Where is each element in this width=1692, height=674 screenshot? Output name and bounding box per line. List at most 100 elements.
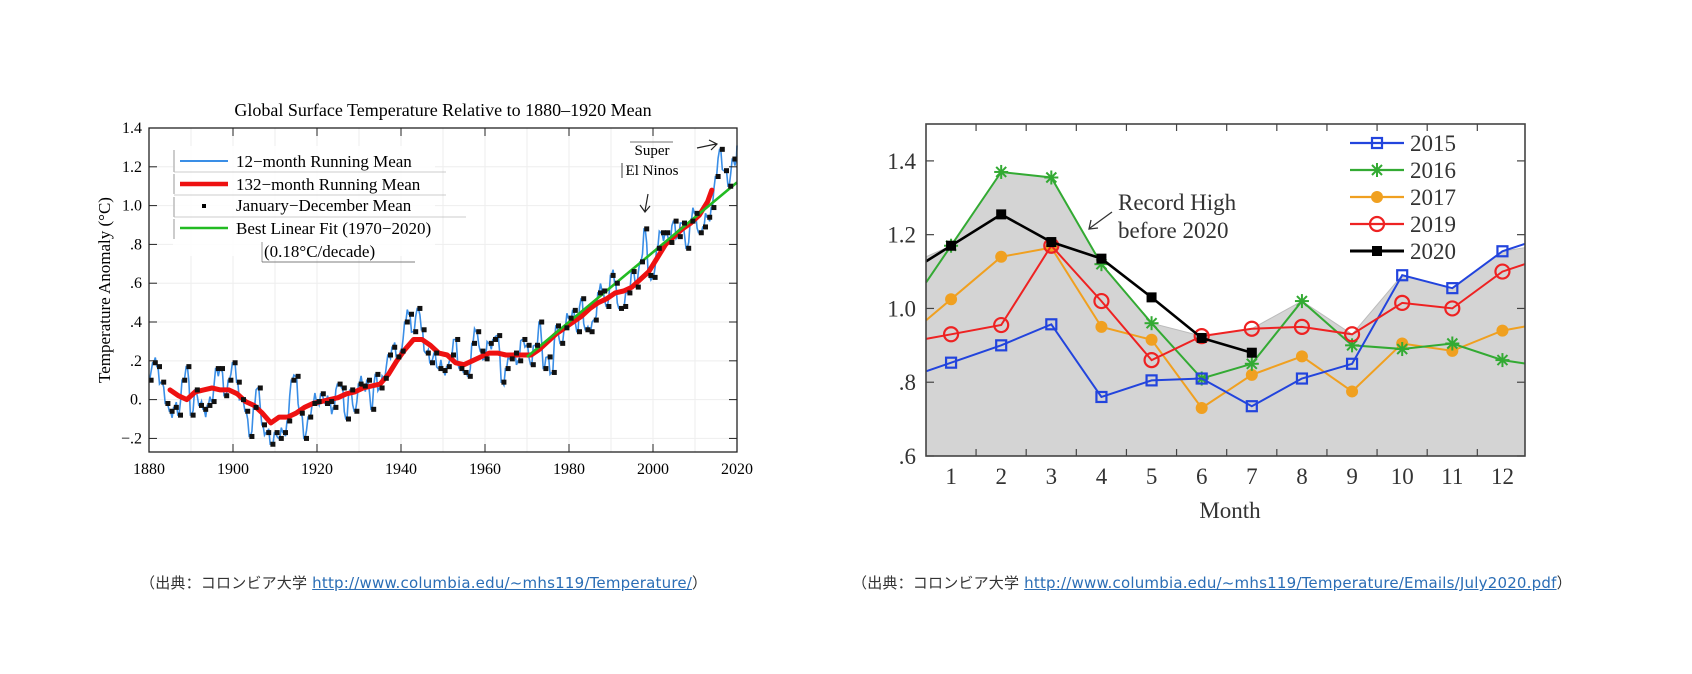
series-line	[925, 242, 1526, 408]
annual-mean-marker	[291, 377, 297, 383]
annual-mean-marker	[661, 230, 666, 236]
series-2017	[925, 241, 1526, 415]
annual-mean-marker	[619, 305, 624, 311]
annual-mean-marker	[182, 377, 188, 383]
y-tick-label: −.2	[121, 430, 142, 447]
legend-item-2015: 2015	[1350, 131, 1456, 156]
asterisk-stroke	[1246, 358, 1258, 370]
data-point	[1046, 237, 1057, 248]
data-point	[1293, 318, 1311, 335]
annual-mean-marker	[530, 362, 536, 368]
series-line	[925, 170, 1526, 380]
annual-mean-marker	[526, 342, 532, 348]
series-2020	[925, 209, 1257, 358]
annual-mean-marker	[493, 336, 498, 342]
annual-mean-marker	[560, 340, 566, 346]
annual-mean-marker	[593, 317, 599, 323]
annual-mean-marker	[211, 399, 217, 405]
legend-item-2020: 2020	[1350, 239, 1456, 264]
y-tick-label: 1.2	[122, 159, 142, 176]
x-tick-label: 2020	[721, 461, 753, 478]
data-point	[996, 209, 1007, 220]
asterisk-stroke	[1195, 372, 1208, 385]
series-2015	[925, 242, 1526, 413]
y-tick-label: 1.4	[887, 149, 916, 174]
annual-mean-marker	[362, 383, 368, 389]
data-point	[1245, 368, 1258, 381]
data-point	[1494, 263, 1511, 280]
annual-mean-marker	[459, 366, 465, 372]
legend-label: 2019	[1410, 212, 1456, 237]
asterisk-stroke	[995, 166, 1007, 178]
annual-mean-marker	[203, 406, 209, 412]
axes: 1 2 3 4 5 6 7 8 9 10 11 12.6.81.01.21.4	[887, 124, 1525, 489]
annual-mean-marker	[472, 340, 477, 346]
caption-prefix: （出典：コロンビア大学	[140, 574, 313, 592]
asterisk-stroke	[1446, 337, 1459, 350]
asterisk-stroke	[995, 166, 1007, 178]
annual-mean-marker	[518, 358, 524, 364]
data-point	[944, 356, 958, 369]
annual-mean-marker	[165, 400, 171, 406]
annual-mean-marker	[665, 230, 671, 236]
y-tick-label: .6	[899, 444, 916, 469]
y-tick-label: 0.	[130, 392, 142, 409]
chart-title: Global Surface Temperature Relative to 1…	[234, 100, 651, 120]
legend-item-2019: 2019	[1350, 212, 1456, 237]
series-line	[925, 246, 1526, 410]
annual-mean-marker	[295, 373, 301, 379]
source-link-temperature[interactable]: http://www.columbia.edu/~mhs119/Temperat…	[312, 574, 693, 592]
series-2019	[925, 237, 1526, 369]
annual-mean-marker	[505, 366, 511, 372]
source-link-july2020-pdf[interactable]: http://www.columbia.edu/~mhs119/Temperat…	[1024, 574, 1557, 592]
data-point	[1495, 353, 1510, 368]
legend-label: 2017	[1410, 185, 1456, 210]
annual-mean-markers	[148, 146, 738, 447]
annual-mean-marker	[190, 412, 196, 418]
plot-frame	[925, 123, 1526, 457]
annual-mean-marker	[442, 368, 448, 374]
annual-mean-marker	[455, 336, 461, 342]
data-point	[944, 238, 959, 253]
x-tick-label: 1920	[301, 461, 333, 478]
x-tick-label: 11	[1441, 464, 1463, 489]
annual-mean-marker	[644, 226, 650, 232]
data-point	[1094, 257, 1109, 272]
annual-mean-marker	[707, 214, 713, 220]
annual-mean-marker	[325, 400, 330, 406]
asterisk-stroke	[1346, 339, 1358, 352]
annual-mean-marker	[409, 311, 414, 317]
asterisk-stroke	[1296, 295, 1308, 307]
data-point	[1444, 300, 1461, 317]
annual-mean-marker	[551, 369, 557, 375]
data-point	[1145, 374, 1158, 387]
data-point	[1396, 269, 1409, 282]
annual-mean-marker	[274, 430, 280, 436]
annual-mean-marker	[627, 290, 633, 296]
annotation-el-ninos: El Ninos	[626, 163, 679, 179]
annual-mean-marker	[648, 272, 654, 278]
data-point	[1346, 385, 1359, 398]
annual-mean-marker	[157, 364, 162, 370]
legend: 12−month Running Mean 132−month Running …	[173, 146, 466, 263]
annual-mean-marker	[547, 354, 553, 360]
annual-mean-marker	[283, 430, 288, 436]
asterisk-stroke	[1095, 258, 1108, 270]
legend-label: 2015	[1410, 131, 1456, 156]
annual-mean-marker	[467, 373, 473, 379]
asterisk-stroke	[1371, 164, 1383, 176]
annual-mean-marker	[329, 399, 335, 405]
annual-mean-marker	[354, 408, 360, 414]
annual-mean-marker	[236, 379, 242, 385]
global-temperature-chart: Global Surface Temperature Relative to 1…	[95, 100, 753, 478]
annual-mean-marker	[614, 280, 620, 286]
annual-mean-marker	[215, 366, 221, 372]
annual-mean-marker	[682, 220, 687, 226]
annual-mean-marker	[623, 303, 629, 309]
annual-mean-marker	[728, 183, 734, 189]
annual-mean-marker	[581, 296, 587, 302]
annual-mean-marker	[228, 377, 234, 383]
data-point	[995, 250, 1008, 263]
running-mean-132-line	[167, 187, 715, 426]
axes: 1880 1900 1920 1940 1960 1980 2000 2020 −.2 0. .2.…	[121, 120, 753, 478]
